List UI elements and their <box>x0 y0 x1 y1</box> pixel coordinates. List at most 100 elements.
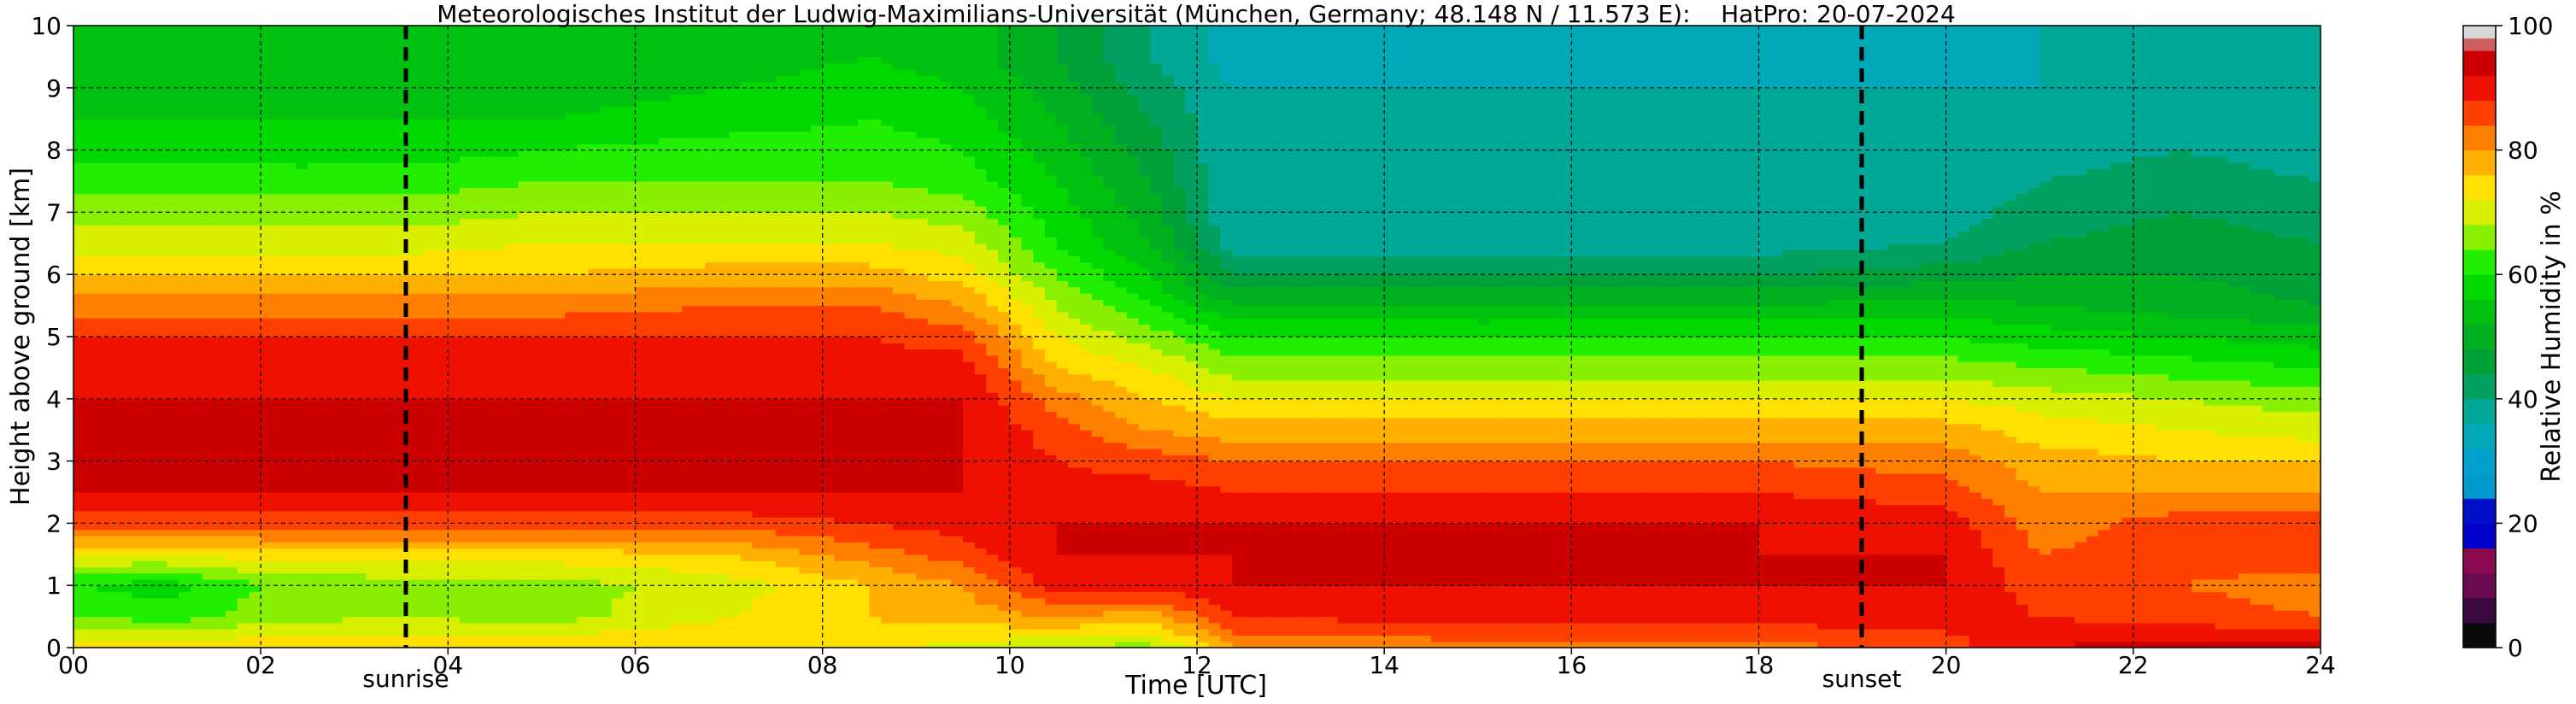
heatmap-cell <box>612 442 625 449</box>
heatmap-cell <box>237 635 250 642</box>
heatmap-cell <box>249 330 261 337</box>
heatmap-cell <box>565 572 578 580</box>
heatmap-cell <box>612 94 625 101</box>
heatmap-cell <box>483 566 496 574</box>
heatmap-cell <box>460 572 472 580</box>
heatmap-cell <box>553 337 566 343</box>
heatmap-cell <box>424 641 437 648</box>
heatmap-cell <box>577 355 590 362</box>
heatmap-cell <box>600 641 613 648</box>
heatmap-cell <box>237 554 250 561</box>
heatmap-cell <box>506 131 519 138</box>
heatmap-cell <box>179 106 191 114</box>
heatmap-cell <box>471 330 484 337</box>
heatmap-cell <box>436 548 449 555</box>
heatmap-cell <box>167 572 179 580</box>
heatmap-cell <box>331 398 343 406</box>
heatmap-cell <box>97 224 109 232</box>
heatmap-cell <box>202 32 214 39</box>
heatmap-cell <box>120 504 133 512</box>
heatmap-cell <box>202 629 214 637</box>
heatmap-cell <box>85 411 97 419</box>
heatmap-cell <box>226 517 238 524</box>
heatmap-cell <box>132 430 144 437</box>
heatmap-cell <box>506 542 519 549</box>
heatmap-cell <box>530 635 543 642</box>
heatmap-cell <box>214 138 226 144</box>
heatmap-cell <box>436 542 449 549</box>
heatmap-cell <box>343 398 355 406</box>
heatmap-cell <box>179 87 191 95</box>
heatmap-cell <box>495 94 508 101</box>
heatmap-cell <box>261 138 273 144</box>
heatmap-cell <box>612 479 625 487</box>
heatmap-cell <box>144 231 156 238</box>
heatmap-cell <box>612 572 625 580</box>
heatmap-cell <box>448 286 461 294</box>
heatmap-cell <box>530 379 543 387</box>
heatmap-cell <box>389 131 402 138</box>
heatmap-cell <box>214 168 226 176</box>
heatmap-cell <box>179 337 191 343</box>
heatmap-cell <box>97 398 109 406</box>
heatmap-cell <box>261 355 273 362</box>
heatmap-cell <box>202 616 214 624</box>
heatmap-cell <box>565 324 578 331</box>
heatmap-cell <box>389 622 402 630</box>
heatmap-cell <box>518 150 531 157</box>
heatmap-cell <box>366 542 378 549</box>
heatmap-cell <box>343 193 355 201</box>
heatmap-cell <box>565 379 578 387</box>
heatmap-cell <box>460 243 472 250</box>
heatmap-cell <box>577 224 590 232</box>
heatmap-cell <box>623 87 637 95</box>
heatmap-cell <box>623 267 637 275</box>
heatmap-cell <box>401 361 414 368</box>
heatmap-cell <box>85 361 97 368</box>
heatmap-cell <box>600 498 613 506</box>
heatmap-cell <box>272 62 285 70</box>
heatmap-cell <box>565 131 578 138</box>
heatmap-cell <box>331 106 343 114</box>
heatmap-cell <box>179 392 191 400</box>
heatmap-cell <box>144 274 156 282</box>
heatmap-cell <box>436 349 449 356</box>
heatmap-cell <box>460 386 472 394</box>
heatmap-cell <box>214 38 226 45</box>
heatmap-cell <box>284 548 296 555</box>
heatmap-cell <box>97 492 109 499</box>
heatmap-cell <box>319 224 332 232</box>
heatmap-cell <box>155 398 168 406</box>
heatmap-cell <box>647 174 660 182</box>
heatmap-cell <box>272 367 285 375</box>
heatmap-cell <box>261 591 273 599</box>
heatmap-cell <box>635 629 648 637</box>
heatmap-cell <box>424 517 437 524</box>
heatmap-cell <box>109 597 121 605</box>
heatmap-cell <box>73 616 86 624</box>
heatmap-cell <box>343 610 355 618</box>
heatmap-cell <box>354 324 367 331</box>
heatmap-cell <box>518 542 531 549</box>
heatmap-cell <box>565 585 578 593</box>
heatmap-cell <box>518 492 531 499</box>
heatmap-cell <box>85 305 97 313</box>
heatmap-cell <box>307 622 320 630</box>
heatmap-cell <box>237 131 250 138</box>
heatmap-cell <box>331 181 343 188</box>
heatmap-cell <box>577 311 590 319</box>
heatmap-cell <box>495 542 508 549</box>
heatmap-cell <box>366 398 378 406</box>
heatmap-cell <box>448 330 461 337</box>
heatmap-cell <box>413 572 425 580</box>
heatmap-cell <box>436 337 449 343</box>
heatmap-cell <box>553 293 566 300</box>
heatmap-cell <box>577 237 590 244</box>
heatmap-cell <box>167 62 179 70</box>
heatmap-cell <box>600 75 613 83</box>
heatmap-cell <box>436 56 449 64</box>
heatmap-cell <box>588 529 601 537</box>
heatmap-cell <box>354 367 367 375</box>
heatmap-cell <box>436 597 449 605</box>
heatmap-cell <box>354 554 367 561</box>
